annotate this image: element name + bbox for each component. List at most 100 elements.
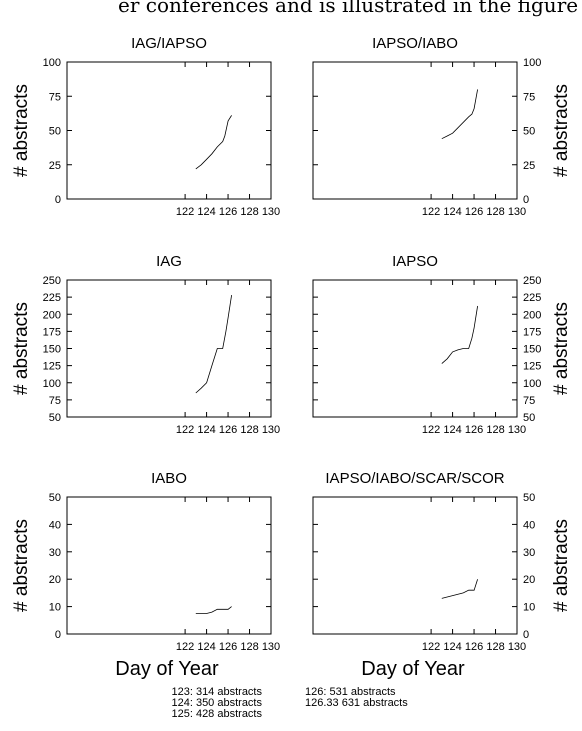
x-tick-label: 130 xyxy=(262,206,280,218)
x-tick-label: 124 xyxy=(197,206,215,218)
y-tick-label: 200 xyxy=(523,309,541,321)
y-tick-label: 0 xyxy=(55,629,61,641)
y-tick-label: 100 xyxy=(523,57,541,69)
x-tick-label: 130 xyxy=(508,206,526,218)
y-tick-label: 75 xyxy=(523,91,535,103)
x-tick-label: 126 xyxy=(219,641,237,653)
plot-frame xyxy=(66,279,272,418)
x-tick-label: 124 xyxy=(197,424,215,436)
y-tick-label: 75 xyxy=(523,395,535,407)
x-tick-label: 122 xyxy=(176,641,194,653)
plot-frame xyxy=(66,61,272,200)
x-tick-label: 130 xyxy=(262,424,280,436)
x-tick-label: 122 xyxy=(422,206,440,218)
panel-title: IAG xyxy=(156,253,182,270)
y-tick-label: 50 xyxy=(523,412,535,424)
x-tick-label: 128 xyxy=(486,206,504,218)
y-tick-label: 75 xyxy=(49,395,61,407)
y-axis-label: # abstracts xyxy=(551,519,572,612)
series-line xyxy=(195,295,232,394)
x-tick-label: 126 xyxy=(465,641,483,653)
x-tick-label: 124 xyxy=(443,641,461,653)
y-tick-label: 200 xyxy=(43,309,61,321)
y-axis-label: # abstracts xyxy=(11,519,32,612)
y-tick-label: 50 xyxy=(49,492,61,504)
x-tick-label: 130 xyxy=(508,424,526,436)
x-tick-label: 126 xyxy=(465,206,483,218)
panel-title: IAPSO/IABO/SCAR/SCOR xyxy=(325,470,504,487)
y-tick-label: 100 xyxy=(43,57,61,69)
y-tick-label: 75 xyxy=(49,91,61,103)
x-tick-label: 128 xyxy=(240,424,258,436)
y-tick-label: 250 xyxy=(43,275,61,287)
y-axis-label: # abstracts xyxy=(11,302,32,395)
y-tick-label: 150 xyxy=(43,344,61,356)
y-tick-label: 50 xyxy=(523,126,535,138)
chart-panel-5: IABO 122 124 126 128 130 0 10 20 30 40 50 # abstract… xyxy=(11,470,280,653)
y-tick-label: 20 xyxy=(523,574,535,586)
y-axis-label: # abstracts xyxy=(11,84,32,177)
footnote-left-1: 123: 314 abstracts xyxy=(171,686,262,698)
y-axis-label: # abstracts xyxy=(551,84,572,177)
x-tick-label: 122 xyxy=(422,641,440,653)
x-tick-label: 124 xyxy=(197,641,215,653)
series-line xyxy=(441,89,478,140)
x-tick-label: 128 xyxy=(486,424,504,436)
x-tick-label: 128 xyxy=(240,641,258,653)
x-tick-label: 122 xyxy=(176,424,194,436)
x-tick-label: 126 xyxy=(465,424,483,436)
y-tick-label: 20 xyxy=(49,574,61,586)
y-tick-label: 50 xyxy=(523,492,535,504)
y-tick-label: 250 xyxy=(523,275,541,287)
y-tick-label: 30 xyxy=(49,547,61,559)
footnote-left-3: 125: 428 abstracts xyxy=(171,708,262,720)
y-tick-label: 50 xyxy=(49,126,61,138)
x-axis-label-left: Day of Year xyxy=(115,658,219,680)
series-line xyxy=(441,579,478,599)
y-tick-label: 10 xyxy=(49,602,61,614)
x-tick-label: 128 xyxy=(486,641,504,653)
y-tick-label: 40 xyxy=(523,519,535,531)
y-tick-label: 30 xyxy=(523,547,535,559)
y-tick-label: 0 xyxy=(523,194,529,206)
y-tick-label: 0 xyxy=(523,629,529,641)
chart-panel-3: IAG 122 124 126 128 130 50 75 100 125 150 175 200 225… xyxy=(11,253,280,436)
x-axis-label-right: Day of Year xyxy=(361,658,465,680)
y-tick-label: 40 xyxy=(49,519,61,531)
x-tick-label: 124 xyxy=(443,206,461,218)
series-line xyxy=(441,305,478,364)
x-tick-label: 128 xyxy=(240,206,258,218)
panel-title: IAG/IAPSO xyxy=(131,35,207,52)
x-tick-label: 124 xyxy=(443,424,461,436)
footnote-right-1: 126: 531 abstracts xyxy=(305,686,396,698)
y-axis-label: # abstracts xyxy=(551,302,572,395)
panel-title: IAPSO xyxy=(392,253,438,270)
panel-title: IAPSO/IABO xyxy=(372,35,458,52)
plot-frame xyxy=(312,279,518,418)
plot-frame xyxy=(312,496,518,635)
y-tick-label: 0 xyxy=(55,194,61,206)
y-tick-label: 100 xyxy=(523,378,541,390)
y-tick-label: 100 xyxy=(43,378,61,390)
y-tick-label: 25 xyxy=(523,160,535,172)
y-tick-label: 175 xyxy=(523,326,541,338)
y-tick-label: 25 xyxy=(49,160,61,172)
y-tick-label: 125 xyxy=(523,361,541,373)
y-tick-label: 150 xyxy=(523,344,541,356)
series-line xyxy=(195,606,232,614)
series-line xyxy=(195,115,232,170)
x-tick-label: 130 xyxy=(508,641,526,653)
plot-frame xyxy=(312,61,518,200)
chart-panel-1: IAG/IAPSO 122 124 126 128 130 0 25 50 75 100 # abst… xyxy=(11,35,280,218)
y-tick-label: 10 xyxy=(523,602,535,614)
x-tick-label: 130 xyxy=(262,641,280,653)
footnote-right-2: 126.33 631 abstracts xyxy=(305,697,408,709)
y-tick-label: 175 xyxy=(43,326,61,338)
y-tick-label: 50 xyxy=(49,412,61,424)
x-tick-label: 126 xyxy=(219,206,237,218)
